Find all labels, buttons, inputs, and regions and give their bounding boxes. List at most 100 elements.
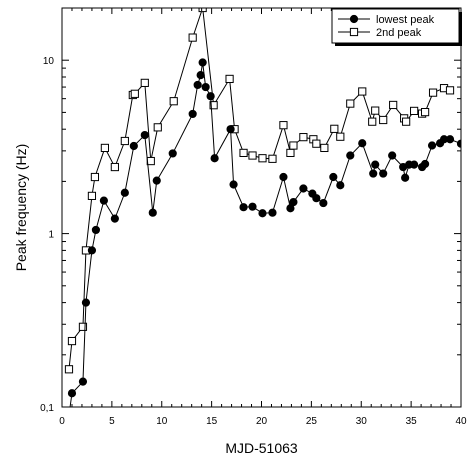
data-point-lowest-peak	[168, 149, 177, 158]
x-tick-label: 25	[306, 416, 318, 427]
data-point-lowest-peak	[120, 188, 129, 197]
data-point-lowest-peak	[329, 172, 338, 182]
y-tick-label: 0,1	[40, 403, 54, 414]
data-point-2nd-peak	[130, 89, 139, 98]
data-point-2nd-peak	[67, 336, 77, 346]
data-point-lowest-peak	[229, 180, 238, 189]
x-tick-label: 40	[455, 416, 467, 427]
data-point-2nd-peak	[312, 139, 321, 148]
data-point-2nd-peak	[402, 117, 411, 126]
data-point-2nd-peak	[320, 143, 329, 153]
data-point-lowest-peak	[206, 92, 215, 101]
data-point-lowest-peak	[239, 203, 248, 212]
y-tick-label: 10	[43, 56, 55, 67]
data-point-lowest-peak	[379, 169, 388, 178]
x-tick-label: 15	[206, 416, 218, 427]
data-point-lowest-peak	[210, 154, 219, 163]
x-tick-label: 10	[156, 416, 168, 427]
data-point-lowest-peak	[201, 82, 210, 92]
data-point-2nd-peak	[248, 151, 257, 160]
data-point-2nd-peak	[371, 106, 380, 115]
data-point-2nd-peak	[445, 86, 455, 95]
data-point-lowest-peak	[193, 80, 202, 90]
data-point-lowest-peak	[140, 130, 149, 140]
data-point-lowest-peak	[129, 141, 138, 151]
data-point-lowest-peak	[226, 125, 235, 134]
data-point-lowest-peak	[358, 139, 367, 148]
data-point-lowest-peak	[87, 246, 97, 255]
legend-marker-lowest-peak	[349, 14, 359, 24]
y-axis: 0,1 1 10	[40, 7, 461, 414]
data-point-2nd-peak	[209, 101, 218, 110]
data-point-2nd-peak	[410, 106, 419, 116]
data-point-2nd-peak	[358, 87, 367, 96]
legend-label-2nd-peak: 2nd peak	[376, 27, 422, 39]
data-point-2nd-peak	[110, 162, 119, 172]
data-point-2nd-peak	[90, 172, 100, 182]
data-point-lowest-peak	[371, 160, 380, 169]
data-point-lowest-peak	[110, 214, 119, 223]
x-tick-label: 30	[356, 416, 368, 427]
data-point-lowest-peak	[67, 389, 77, 398]
legend-label-lowest-peak: lowest peak	[376, 14, 435, 26]
data-point-lowest-peak	[81, 298, 91, 307]
data-point-2nd-peak	[169, 97, 178, 106]
data-point-2nd-peak	[420, 107, 430, 117]
data-point-lowest-peak	[99, 196, 108, 205]
data-point-lowest-peak	[336, 181, 345, 190]
series-layer	[64, 8, 461, 407]
data-point-lowest-peak	[312, 194, 321, 203]
data-point-lowest-peak	[445, 135, 455, 144]
legend-marker-2nd-peak	[349, 27, 359, 37]
data-point-lowest-peak	[91, 225, 101, 235]
data-point-lowest-peak	[248, 202, 257, 211]
series-lowest-peak	[67, 58, 461, 407]
data-point-lowest-peak	[279, 172, 288, 182]
data-point-2nd-peak	[239, 148, 248, 158]
data-point-2nd-peak	[389, 100, 398, 110]
data-point-lowest-peak	[198, 58, 207, 67]
data-point-lowest-peak	[427, 141, 437, 150]
data-point-2nd-peak	[198, 8, 207, 13]
data-point-2nd-peak	[120, 136, 129, 146]
data-point-2nd-peak	[87, 191, 97, 200]
data-point-lowest-peak	[152, 176, 161, 185]
data-point-lowest-peak	[148, 208, 157, 217]
data-point-lowest-peak	[78, 377, 88, 386]
data-point-2nd-peak	[330, 124, 339, 133]
data-point-2nd-peak	[336, 132, 345, 141]
data-point-2nd-peak	[140, 78, 149, 87]
data-point-2nd-peak	[153, 123, 162, 132]
data-point-lowest-peak	[420, 159, 430, 169]
x-axis: 0 5 10 15 20 25 30 35 40	[59, 8, 467, 427]
data-point-lowest-peak	[410, 160, 419, 169]
data-point-lowest-peak	[346, 151, 355, 160]
data-point-2nd-peak	[299, 133, 308, 142]
x-tick-label: 5	[109, 416, 115, 427]
data-point-lowest-peak	[268, 208, 277, 217]
data-point-lowest-peak	[289, 197, 298, 207]
x-tick-label: 35	[406, 416, 418, 427]
y-axis-label: Peak frequency (Hz)	[13, 144, 29, 272]
x-tick-label: 0	[59, 416, 65, 427]
data-point-2nd-peak	[188, 33, 197, 42]
y-tick-label: 1	[48, 230, 54, 241]
data-point-2nd-peak	[64, 365, 74, 374]
data-point-2nd-peak	[428, 88, 438, 97]
data-point-2nd-peak	[286, 148, 295, 158]
data-point-lowest-peak	[388, 151, 397, 160]
data-point-2nd-peak	[146, 156, 155, 166]
data-point-2nd-peak	[78, 322, 88, 331]
data-point-2nd-peak	[289, 141, 298, 150]
data-point-2nd-peak	[225, 74, 234, 84]
data-point-lowest-peak	[319, 198, 328, 208]
data-point-lowest-peak	[196, 71, 205, 80]
data-point-2nd-peak	[279, 121, 288, 130]
data-point-2nd-peak	[346, 99, 355, 108]
data-point-2nd-peak	[379, 115, 388, 125]
series-2nd-peak	[64, 8, 455, 374]
data-point-2nd-peak	[100, 143, 109, 153]
